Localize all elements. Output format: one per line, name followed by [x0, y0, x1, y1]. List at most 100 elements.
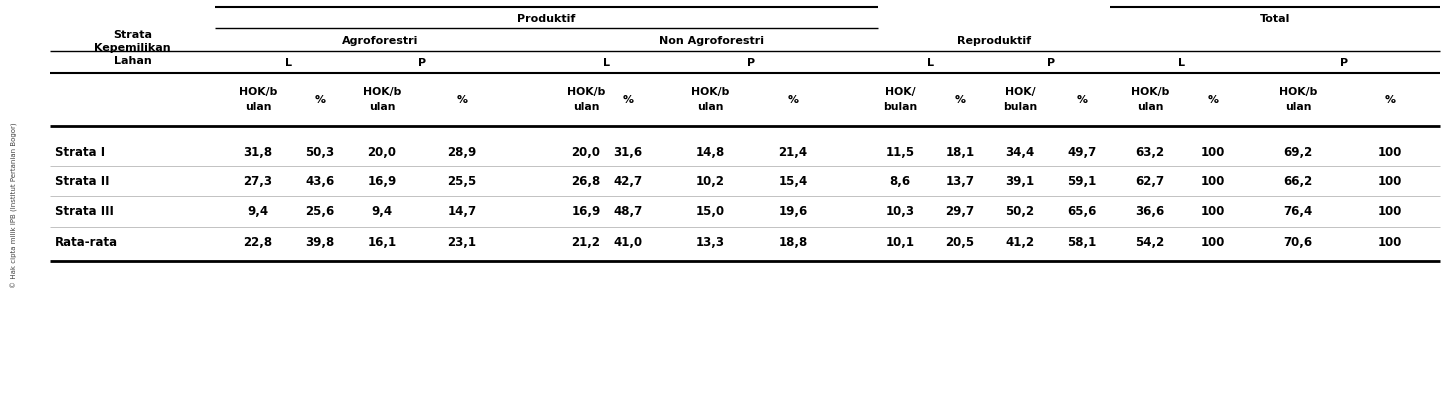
Text: Agroforestri: Agroforestri	[342, 36, 418, 46]
Text: 66,2: 66,2	[1283, 175, 1313, 188]
Text: Strata II: Strata II	[55, 175, 110, 188]
Text: 58,1: 58,1	[1067, 236, 1096, 249]
Text: 18,8: 18,8	[779, 236, 808, 249]
Text: 8,6: 8,6	[889, 175, 911, 188]
Text: L: L	[604, 58, 611, 68]
Text: Strata: Strata	[113, 30, 152, 40]
Text: HOK/b: HOK/b	[363, 87, 401, 97]
Text: 42,7: 42,7	[614, 175, 643, 188]
Text: 26,8: 26,8	[572, 175, 601, 188]
Text: 20,5: 20,5	[946, 236, 975, 249]
Text: ulan: ulan	[245, 102, 271, 112]
Text: 48,7: 48,7	[614, 205, 643, 218]
Text: 36,6: 36,6	[1135, 205, 1164, 218]
Text: bulan: bulan	[883, 102, 917, 112]
Text: 23,1: 23,1	[447, 236, 476, 249]
Text: P: P	[1047, 58, 1056, 68]
Text: 76,4: 76,4	[1283, 205, 1313, 218]
Text: HOK/b: HOK/b	[566, 87, 605, 97]
Text: HOK/: HOK/	[1005, 87, 1035, 97]
Text: ulan: ulan	[1137, 102, 1163, 112]
Text: © Hak cipta milik IPB (Institut Pertanian Bogor): © Hak cipta milik IPB (Institut Pertania…	[10, 122, 17, 287]
Text: 10,3: 10,3	[886, 205, 915, 218]
Text: 39,8: 39,8	[306, 236, 334, 249]
Text: 10,1: 10,1	[886, 236, 915, 249]
Text: ulan: ulan	[573, 102, 599, 112]
Text: 41,2: 41,2	[1005, 236, 1034, 249]
Text: %: %	[623, 95, 634, 105]
Text: %: %	[314, 95, 326, 105]
Text: 15,4: 15,4	[779, 175, 808, 188]
Text: 21,2: 21,2	[572, 236, 601, 249]
Text: 100: 100	[1200, 205, 1225, 218]
Text: P: P	[1339, 58, 1348, 68]
Text: 9,4: 9,4	[372, 205, 392, 218]
Text: 16,1: 16,1	[368, 236, 397, 249]
Text: 59,1: 59,1	[1067, 175, 1096, 188]
Text: 65,6: 65,6	[1067, 205, 1096, 218]
Text: Rata-rata: Rata-rata	[55, 236, 119, 249]
Text: 50,2: 50,2	[1005, 205, 1034, 218]
Text: 41,0: 41,0	[614, 236, 643, 249]
Text: P: P	[747, 58, 756, 68]
Text: 13,7: 13,7	[946, 175, 975, 188]
Text: 22,8: 22,8	[243, 236, 272, 249]
Text: 21,4: 21,4	[779, 145, 808, 158]
Text: HOK/b: HOK/b	[239, 87, 277, 97]
Text: ulan: ulan	[369, 102, 395, 112]
Text: 16,9: 16,9	[368, 175, 397, 188]
Text: %: %	[456, 95, 468, 105]
Text: HOK/b: HOK/b	[1131, 87, 1169, 97]
Text: %: %	[1384, 95, 1396, 105]
Text: 100: 100	[1378, 175, 1402, 188]
Text: 11,5: 11,5	[885, 145, 915, 158]
Text: ulan: ulan	[1284, 102, 1312, 112]
Text: 50,3: 50,3	[306, 145, 334, 158]
Text: 28,9: 28,9	[447, 145, 476, 158]
Text: ulan: ulan	[696, 102, 723, 112]
Text: Total: Total	[1260, 14, 1290, 24]
Text: Non Agroforestri: Non Agroforestri	[659, 36, 765, 46]
Text: %: %	[788, 95, 798, 105]
Text: 10,2: 10,2	[695, 175, 724, 188]
Text: 14,7: 14,7	[447, 205, 476, 218]
Text: 19,6: 19,6	[779, 205, 808, 218]
Text: Produktif: Produktif	[517, 14, 576, 24]
Text: 29,7: 29,7	[946, 205, 975, 218]
Text: 100: 100	[1200, 175, 1225, 188]
Text: HOK/b: HOK/b	[691, 87, 730, 97]
Text: P: P	[418, 58, 426, 68]
Text: 18,1: 18,1	[946, 145, 975, 158]
Text: Lahan: Lahan	[113, 56, 152, 66]
Text: Reproduktif: Reproduktif	[957, 36, 1031, 46]
Text: 100: 100	[1378, 236, 1402, 249]
Text: %: %	[1076, 95, 1087, 105]
Text: L: L	[1179, 58, 1184, 68]
Text: 63,2: 63,2	[1135, 145, 1164, 158]
Text: 13,3: 13,3	[695, 236, 724, 249]
Text: 27,3: 27,3	[243, 175, 272, 188]
Text: L: L	[285, 58, 292, 68]
Text: 14,8: 14,8	[695, 145, 724, 158]
Text: Strata I: Strata I	[55, 145, 106, 158]
Text: 25,6: 25,6	[306, 205, 334, 218]
Text: 69,2: 69,2	[1283, 145, 1313, 158]
Text: 100: 100	[1200, 145, 1225, 158]
Text: HOK/: HOK/	[885, 87, 915, 97]
Text: 100: 100	[1200, 236, 1225, 249]
Text: 25,5: 25,5	[447, 175, 476, 188]
Text: 15,0: 15,0	[695, 205, 724, 218]
Text: 100: 100	[1378, 205, 1402, 218]
Text: 31,8: 31,8	[243, 145, 272, 158]
Text: bulan: bulan	[1003, 102, 1037, 112]
Text: 31,6: 31,6	[614, 145, 643, 158]
Text: 20,0: 20,0	[572, 145, 601, 158]
Text: HOK/b: HOK/b	[1279, 87, 1318, 97]
Text: 39,1: 39,1	[1005, 175, 1034, 188]
Text: 34,4: 34,4	[1005, 145, 1035, 158]
Text: 43,6: 43,6	[306, 175, 334, 188]
Text: 9,4: 9,4	[248, 205, 268, 218]
Text: L: L	[927, 58, 934, 68]
Text: 100: 100	[1378, 145, 1402, 158]
Text: 20,0: 20,0	[368, 145, 397, 158]
